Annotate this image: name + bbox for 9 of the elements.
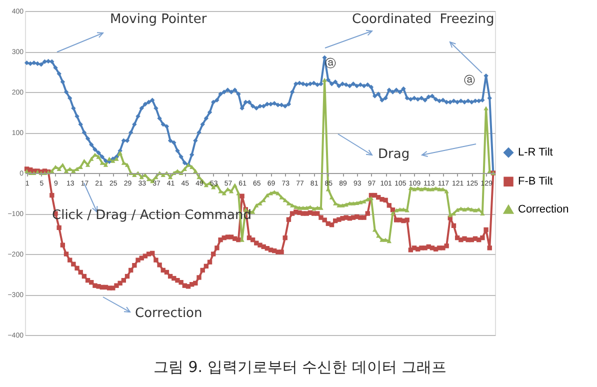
legend-label: F-B Tilt	[518, 176, 553, 188]
annotation: ⓐ	[464, 73, 475, 88]
legend-label: L-R Tilt	[518, 146, 553, 159]
annotation: Coordinated Freezing	[352, 12, 494, 27]
legend-label: Correction	[518, 204, 569, 216]
text: 그림 9. 입력기로부터 수신한 데이터 그래프	[153, 358, 447, 376]
annotation: Drag	[378, 147, 410, 162]
annotation: Moving Pointer	[110, 12, 207, 27]
annotation: Correction	[135, 306, 202, 321]
